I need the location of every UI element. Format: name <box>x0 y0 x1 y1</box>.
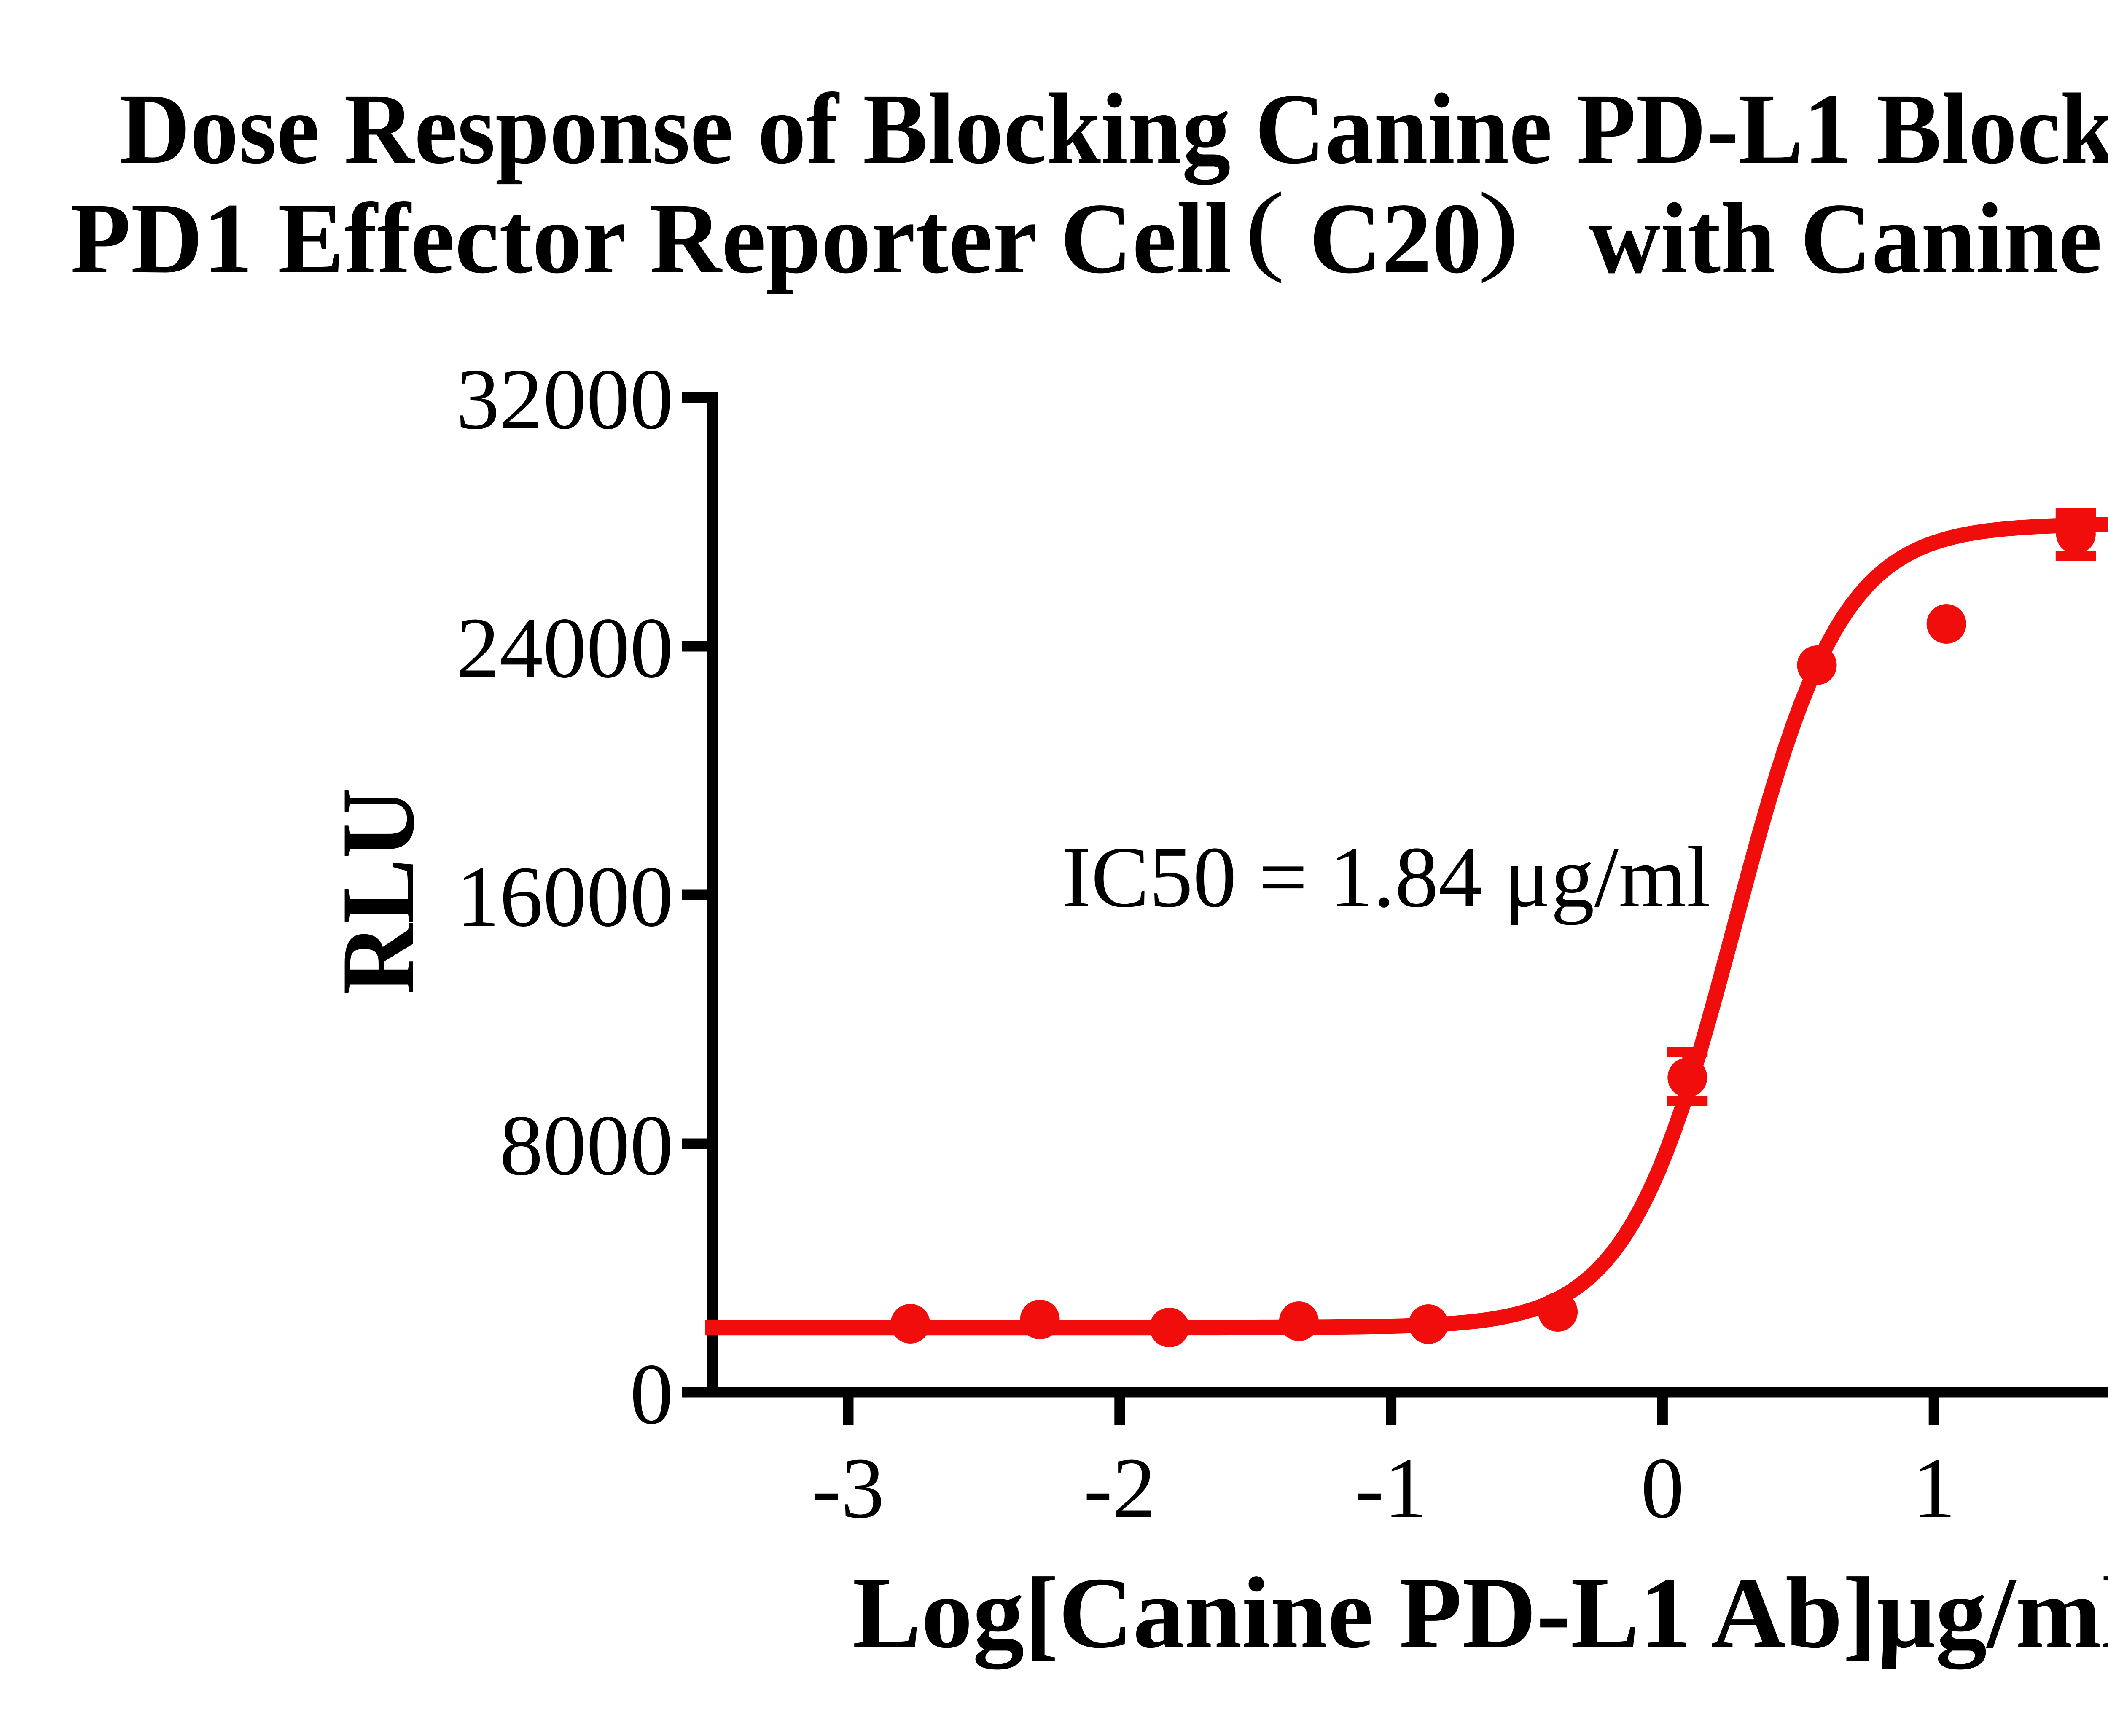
svg-text:16000: 16000 <box>456 848 673 945</box>
svg-text:Log[Canine PD-L1 Ab]μg/ml: Log[Canine PD-L1 Ab]μg/ml <box>852 1556 2108 1669</box>
svg-text:PD1 Effector Reporter Cell: PD1 Effector Reporter Cell <box>70 182 1232 294</box>
svg-text:): ) <box>1477 172 1519 284</box>
svg-text:IC50 = 1.84 μg/ml: IC50 = 1.84 μg/ml <box>1062 829 1711 925</box>
svg-text:-3: -3 <box>812 1440 885 1536</box>
svg-text:24000: 24000 <box>456 599 673 696</box>
svg-text:-2: -2 <box>1084 1440 1156 1536</box>
svg-text:Dose Response of Blocking Cani: Dose Response of Blocking Canine PD-L1 B… <box>120 73 2108 185</box>
svg-text:8000: 8000 <box>500 1097 673 1193</box>
svg-text:32000: 32000 <box>456 351 673 447</box>
svg-text:0: 0 <box>630 1346 673 1442</box>
svg-text:RLU: RLU <box>320 788 436 994</box>
svg-text:with Canine PDL1 aAPC Cell: with Canine PDL1 aAPC Cell <box>1589 182 2108 294</box>
svg-text:0: 0 <box>1641 1440 1684 1536</box>
svg-text:C20: C20 <box>1309 182 1482 294</box>
svg-text:(: ( <box>1245 172 1285 284</box>
svg-text:-1: -1 <box>1355 1440 1428 1536</box>
svg-text:1: 1 <box>1912 1440 1956 1536</box>
